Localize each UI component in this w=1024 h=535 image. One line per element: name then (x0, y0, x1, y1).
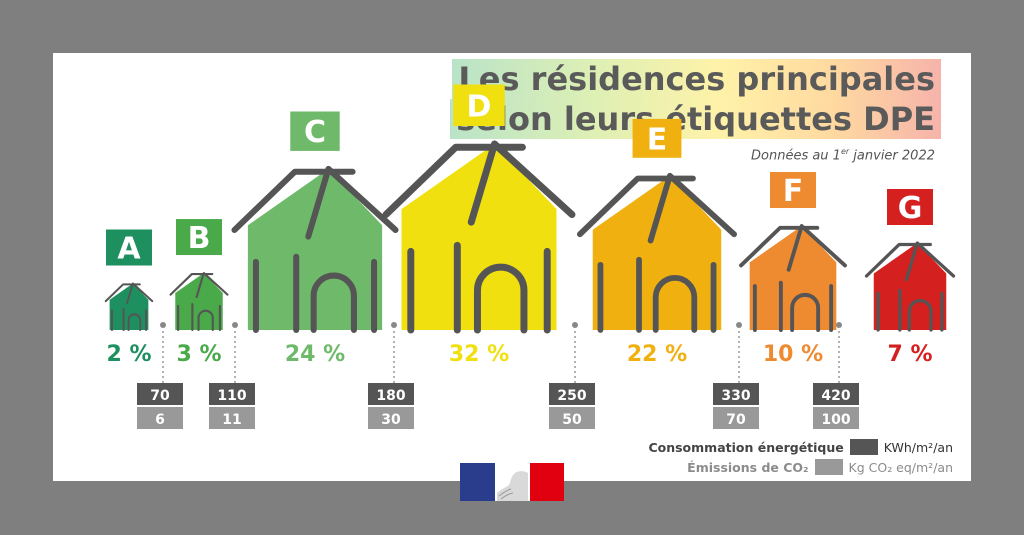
threshold-emissions-box (368, 407, 414, 429)
house-body-e (592, 175, 722, 330)
house-door-f (790, 292, 821, 332)
label-letter-a: A (117, 232, 141, 267)
threshold-emissions-box (209, 407, 255, 429)
label-badge-f (770, 172, 816, 209)
house-roof-ridge-f (786, 224, 847, 272)
threshold-emissions-value: 11 (222, 412, 241, 428)
house-roof-ridge-g (904, 241, 956, 282)
house-body-d (401, 144, 557, 330)
legend-emissions: Émissions de CO₂ Kg CO₂ eq/m²/an (687, 459, 953, 475)
legend-consumption: Consommation énergétique KWh/m²/an (648, 439, 953, 455)
threshold-consumption-box (137, 383, 183, 405)
house-d: D 32 % (382, 84, 576, 367)
marianne-icon (496, 471, 528, 501)
chart-title-line-2: selon leurs étiquettes DPE (450, 99, 941, 139)
house-f: F 10 % (739, 172, 847, 367)
house-door-d (473, 263, 528, 334)
value-label-c: 24 % (285, 342, 345, 367)
threshold-emissions-value: 70 (726, 412, 746, 428)
threshold-dot (836, 322, 842, 328)
house-door-b (197, 309, 214, 332)
republique-francaise-logo (460, 463, 564, 501)
value-label-f: 10 % (763, 342, 823, 367)
label-badge-d (453, 84, 505, 126)
threshold-consumption-value: 330 (721, 388, 750, 404)
threshold-emissions-box (813, 407, 859, 429)
threshold-dot (736, 322, 742, 328)
threshold-consumption-box (713, 383, 759, 405)
value-label-e: 22 % (627, 342, 687, 367)
house-e: E 22 % (576, 118, 738, 367)
chart-subtitle: Données au 1er janvier 2022 (751, 147, 935, 164)
house-body-a (109, 283, 149, 330)
value-label-g: 7 % (887, 342, 932, 367)
threshold-dot (232, 322, 238, 328)
threshold-emissions-value: 6 (155, 412, 165, 428)
threshold-dot (572, 322, 578, 328)
threshold-emissions-box (713, 407, 759, 429)
house-door-g (907, 299, 933, 332)
house-door-c (310, 272, 357, 334)
legend-emissions-label: Émissions de CO₂ (687, 459, 809, 475)
threshold-consumption-value: 180 (376, 388, 405, 404)
threshold-dot (160, 322, 166, 328)
threshold-emissions-value: 30 (381, 412, 401, 428)
label-badge-b (176, 219, 222, 256)
threshold-consumption-value: 420 (821, 388, 850, 404)
house-body-b (175, 273, 223, 330)
threshold-emissions-value: 50 (562, 412, 582, 428)
label-letter-e: E (647, 122, 668, 157)
label-letter-g: G (898, 191, 923, 226)
label-badge-e (632, 118, 682, 158)
threshold-emissions-box (549, 407, 595, 429)
threshold-emissions-value: 100 (821, 412, 850, 428)
dpe-house-chart: A 2 % B 3 % C 24 % D 32 % E 22 % F 10 % G 7 % 70 6 110 11… (104, 84, 956, 429)
threshold-dot (391, 322, 397, 328)
label-letter-c: C (304, 115, 326, 150)
threshold-consumption-value: 70 (150, 388, 170, 404)
house-roof-ridge-a (126, 282, 154, 305)
house-c: C 24 % (231, 111, 399, 367)
threshold-consumption-value: 250 (557, 388, 586, 404)
threshold-consumption-box (368, 383, 414, 405)
label-letter-d: D (467, 89, 492, 124)
label-letter-b: B (188, 221, 211, 256)
value-label-b: 3 % (176, 342, 221, 367)
house-roof-ridge-e (647, 172, 738, 244)
house-roof-ridge-b (195, 271, 229, 299)
chart-title-line-1: Les résidences principales (452, 59, 941, 99)
house-door-e (652, 275, 698, 333)
house-body-c (247, 168, 383, 330)
legend-emissions-swatch (814, 459, 843, 475)
legend-emissions-unit: Kg CO₂ eq/m²/an (848, 459, 953, 475)
legend-consumption-label: Consommation énergétique (648, 439, 844, 455)
value-label-d: 32 % (449, 342, 509, 367)
threshold-consumption-box (813, 383, 859, 405)
value-label-a: 2 % (106, 342, 151, 367)
threshold-consumption-box (549, 383, 595, 405)
house-roof-ridge-d (467, 140, 576, 226)
threshold-consumption-value: 110 (217, 388, 246, 404)
house-roof-ridge-c (305, 165, 399, 240)
house-body-g (873, 243, 947, 330)
legend-consumption-swatch (849, 439, 878, 455)
legend-consumption-unit: KWh/m²/an (883, 439, 953, 455)
house-body-f (749, 226, 837, 330)
label-badge-c (290, 111, 340, 151)
threshold-emissions-box (137, 407, 183, 429)
house-b: B 3 % (169, 219, 229, 367)
house-a: A 2 % (104, 229, 154, 367)
label-letter-f: F (783, 174, 804, 209)
threshold-consumption-box (209, 383, 255, 405)
label-badge-g (887, 189, 933, 226)
infographic-card: Les résidences principales selon leurs é… (53, 53, 971, 481)
house-g: G 7 % (864, 189, 956, 367)
house-door-a (127, 313, 142, 331)
label-badge-a (106, 229, 152, 266)
